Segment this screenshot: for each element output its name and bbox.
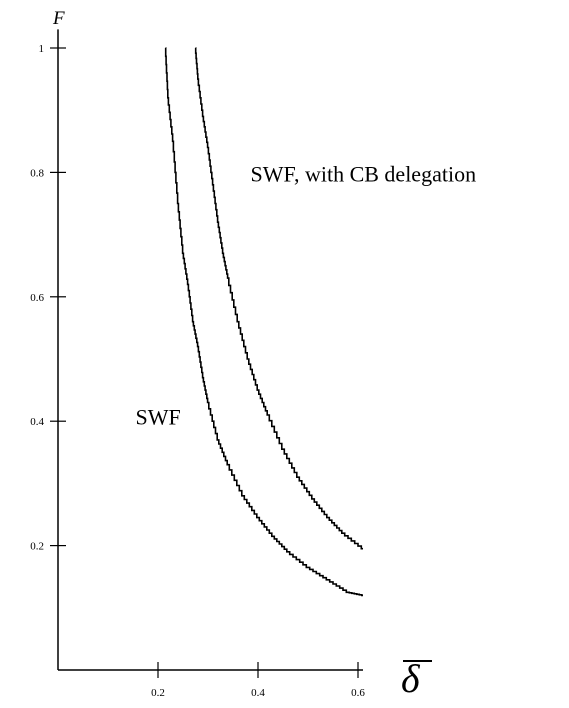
x-axis-label: δ <box>401 656 421 701</box>
y-tick-label: 1 <box>39 43 45 55</box>
y-axis-label: F <box>52 8 65 29</box>
y-tick-label: 0.8 <box>30 167 44 179</box>
annotations: SWF, with CB delegation SWF <box>136 162 477 430</box>
ticks: 0.2 0.4 0.6 0.2 0.4 0.6 0.8 1 <box>30 43 365 699</box>
series-line-swf-cb-delegation <box>194 47 363 550</box>
y-tick-label: 0.6 <box>30 292 44 304</box>
y-tick-label: 0.2 <box>30 541 44 553</box>
series-lines <box>164 47 363 597</box>
annotation-swf-cb-delegation: SWF, with CB delegation <box>251 162 477 187</box>
series-line-swf <box>164 47 363 597</box>
x-tick-label: 0.2 <box>151 687 165 699</box>
labels: F δ <box>52 8 432 701</box>
annotation-swf: SWF <box>136 404 181 429</box>
axes <box>57 29 363 671</box>
x-tick-label: 0.4 <box>251 687 265 699</box>
x-tick-label: 0.6 <box>351 687 365 699</box>
y-tick-label: 0.4 <box>30 416 44 428</box>
